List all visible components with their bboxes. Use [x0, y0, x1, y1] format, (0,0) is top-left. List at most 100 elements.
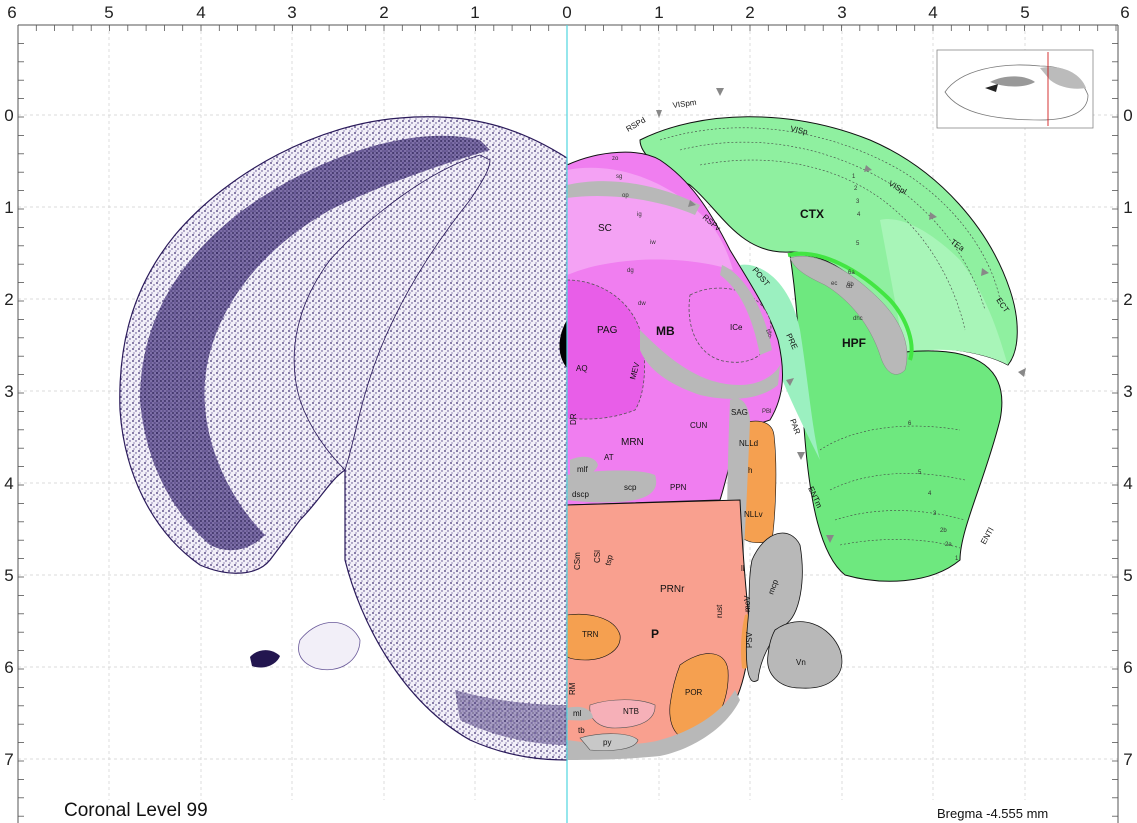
label-layer-5b: 5 — [918, 470, 922, 476]
nissl-cerebellum-fragment — [298, 621, 361, 670]
sagittal-inset — [936, 49, 1094, 129]
label-vispm: VISpm — [672, 98, 697, 110]
label-zo: zo — [612, 156, 619, 162]
label-iw: iw — [650, 240, 656, 246]
label-layer-3b: 3 — [933, 511, 937, 517]
label-dw: dw — [638, 301, 646, 307]
label-tsp: tsp — [603, 553, 615, 566]
top-axis: 6 5 4 3 2 1 0 1 2 3 4 5 6 — [7, 3, 1129, 22]
label-mb: MB — [656, 324, 675, 338]
label-layer-6a: 6a — [848, 270, 855, 276]
top-tick: 2 — [745, 3, 754, 22]
label-visp: VISp — [790, 124, 809, 137]
left-tick: 4 — [4, 474, 13, 493]
top-tick: 3 — [837, 3, 846, 22]
region-pag — [566, 279, 645, 420]
left-tick: 5 — [4, 566, 13, 585]
label-bic: bic — [764, 329, 772, 338]
nissl-aqueduct — [559, 320, 567, 368]
label-layer-1b: 1 — [955, 556, 959, 562]
ruler-minor-ticks — [17, 24, 1118, 817]
right-tick: 1 — [1123, 198, 1132, 217]
right-tick: 7 — [1123, 750, 1132, 769]
label-nlld: NLLd — [739, 439, 758, 448]
fiber-py — [579, 733, 639, 751]
label-ctx: CTX — [800, 207, 824, 221]
label-rspd: RSPd — [625, 115, 648, 133]
label-sc: SC — [598, 223, 612, 234]
label-p: P — [651, 627, 659, 641]
label-psv: PSV — [745, 631, 754, 648]
top-tick: 1 — [470, 3, 479, 22]
right-tick: 2 — [1123, 290, 1132, 309]
top-tick: 5 — [104, 3, 113, 22]
fiber-bic — [720, 265, 772, 355]
left-tick: 2 — [4, 290, 13, 309]
label-prnr: PRNr — [660, 584, 685, 595]
nissl-ventral-dense — [455, 690, 567, 745]
bregma-label: Bregma -4.555 mm — [937, 806, 1049, 821]
label-entl: ENTl — [979, 526, 996, 546]
label-cb: cb — [846, 284, 853, 290]
label-ppn: PPN — [670, 483, 687, 492]
label-csl: CSl — [593, 550, 602, 563]
fiber-ventral — [567, 690, 740, 760]
label-layer-1: 1 — [852, 174, 856, 180]
label-layer-3: 3 — [856, 199, 860, 205]
label-h: h — [748, 466, 752, 475]
right-tick: 3 — [1123, 382, 1132, 401]
label-layer-4b: 4 — [928, 491, 932, 497]
label-dscp: dscp — [572, 490, 589, 499]
nissl-cortex-dense — [140, 135, 490, 551]
label-layer-6b: 6b — [847, 282, 854, 288]
top-tick: 4 — [928, 3, 937, 22]
fiber-op — [567, 181, 700, 215]
fiber-hpf-green-edge — [787, 251, 914, 361]
nissl-section — [119, 116, 568, 761]
label-ec: ec — [831, 281, 837, 287]
label-dr: DR — [569, 413, 578, 425]
left-tick: 3 — [4, 382, 13, 401]
region-trn — [566, 614, 621, 661]
label-py: py — [603, 738, 611, 747]
fiber-ec — [789, 256, 908, 375]
label-mrn: MRN — [621, 437, 644, 448]
label-aq: AQ — [576, 364, 588, 373]
label-dhc: dhc — [853, 316, 863, 322]
fiber-mlf — [570, 456, 598, 476]
fiber-mcp — [745, 532, 803, 682]
right-tick: 0 — [1123, 106, 1132, 125]
label-scp: scp — [624, 483, 637, 492]
label-por: POR — [685, 688, 703, 697]
label-ntb: NTB — [623, 707, 639, 716]
label-tb: tb — [578, 726, 585, 735]
figure-title: Coronal Level 99 — [64, 800, 208, 821]
label-rm: RM — [568, 682, 577, 695]
top-tick: 4 — [196, 3, 205, 22]
label-rust: rust — [715, 604, 724, 618]
top-tick: 2 — [379, 3, 388, 22]
nissl-flocculus — [250, 650, 280, 668]
label-layer-2: 2 — [854, 186, 858, 192]
top-tick: 6 — [1120, 3, 1129, 22]
label-mov: moV — [743, 595, 752, 612]
fiber-midbrain-band — [640, 330, 780, 399]
nissl-hippocampus — [293, 154, 491, 471]
label-sag: SAG — [731, 408, 748, 417]
label-pbl: PBl — [762, 409, 771, 415]
label-ice: ICe — [730, 323, 743, 332]
label-dg: dg — [627, 268, 634, 274]
label-par: PAR — [788, 418, 802, 436]
left-tick: 0 — [4, 106, 13, 125]
label-hpf: HPF — [842, 336, 866, 350]
label-nllv: NLLv — [744, 510, 763, 519]
fiber-dscp — [567, 470, 657, 503]
label-ml: ml — [573, 709, 582, 718]
cortical-layer-lines — [659, 127, 1001, 549]
label-pag: PAG — [597, 325, 618, 336]
label-csm: CSm — [573, 552, 582, 570]
left-axis: 0 1 2 3 4 5 6 7 — [4, 106, 13, 769]
right-tick: 5 — [1123, 566, 1132, 585]
top-tick: 0 — [562, 3, 571, 22]
